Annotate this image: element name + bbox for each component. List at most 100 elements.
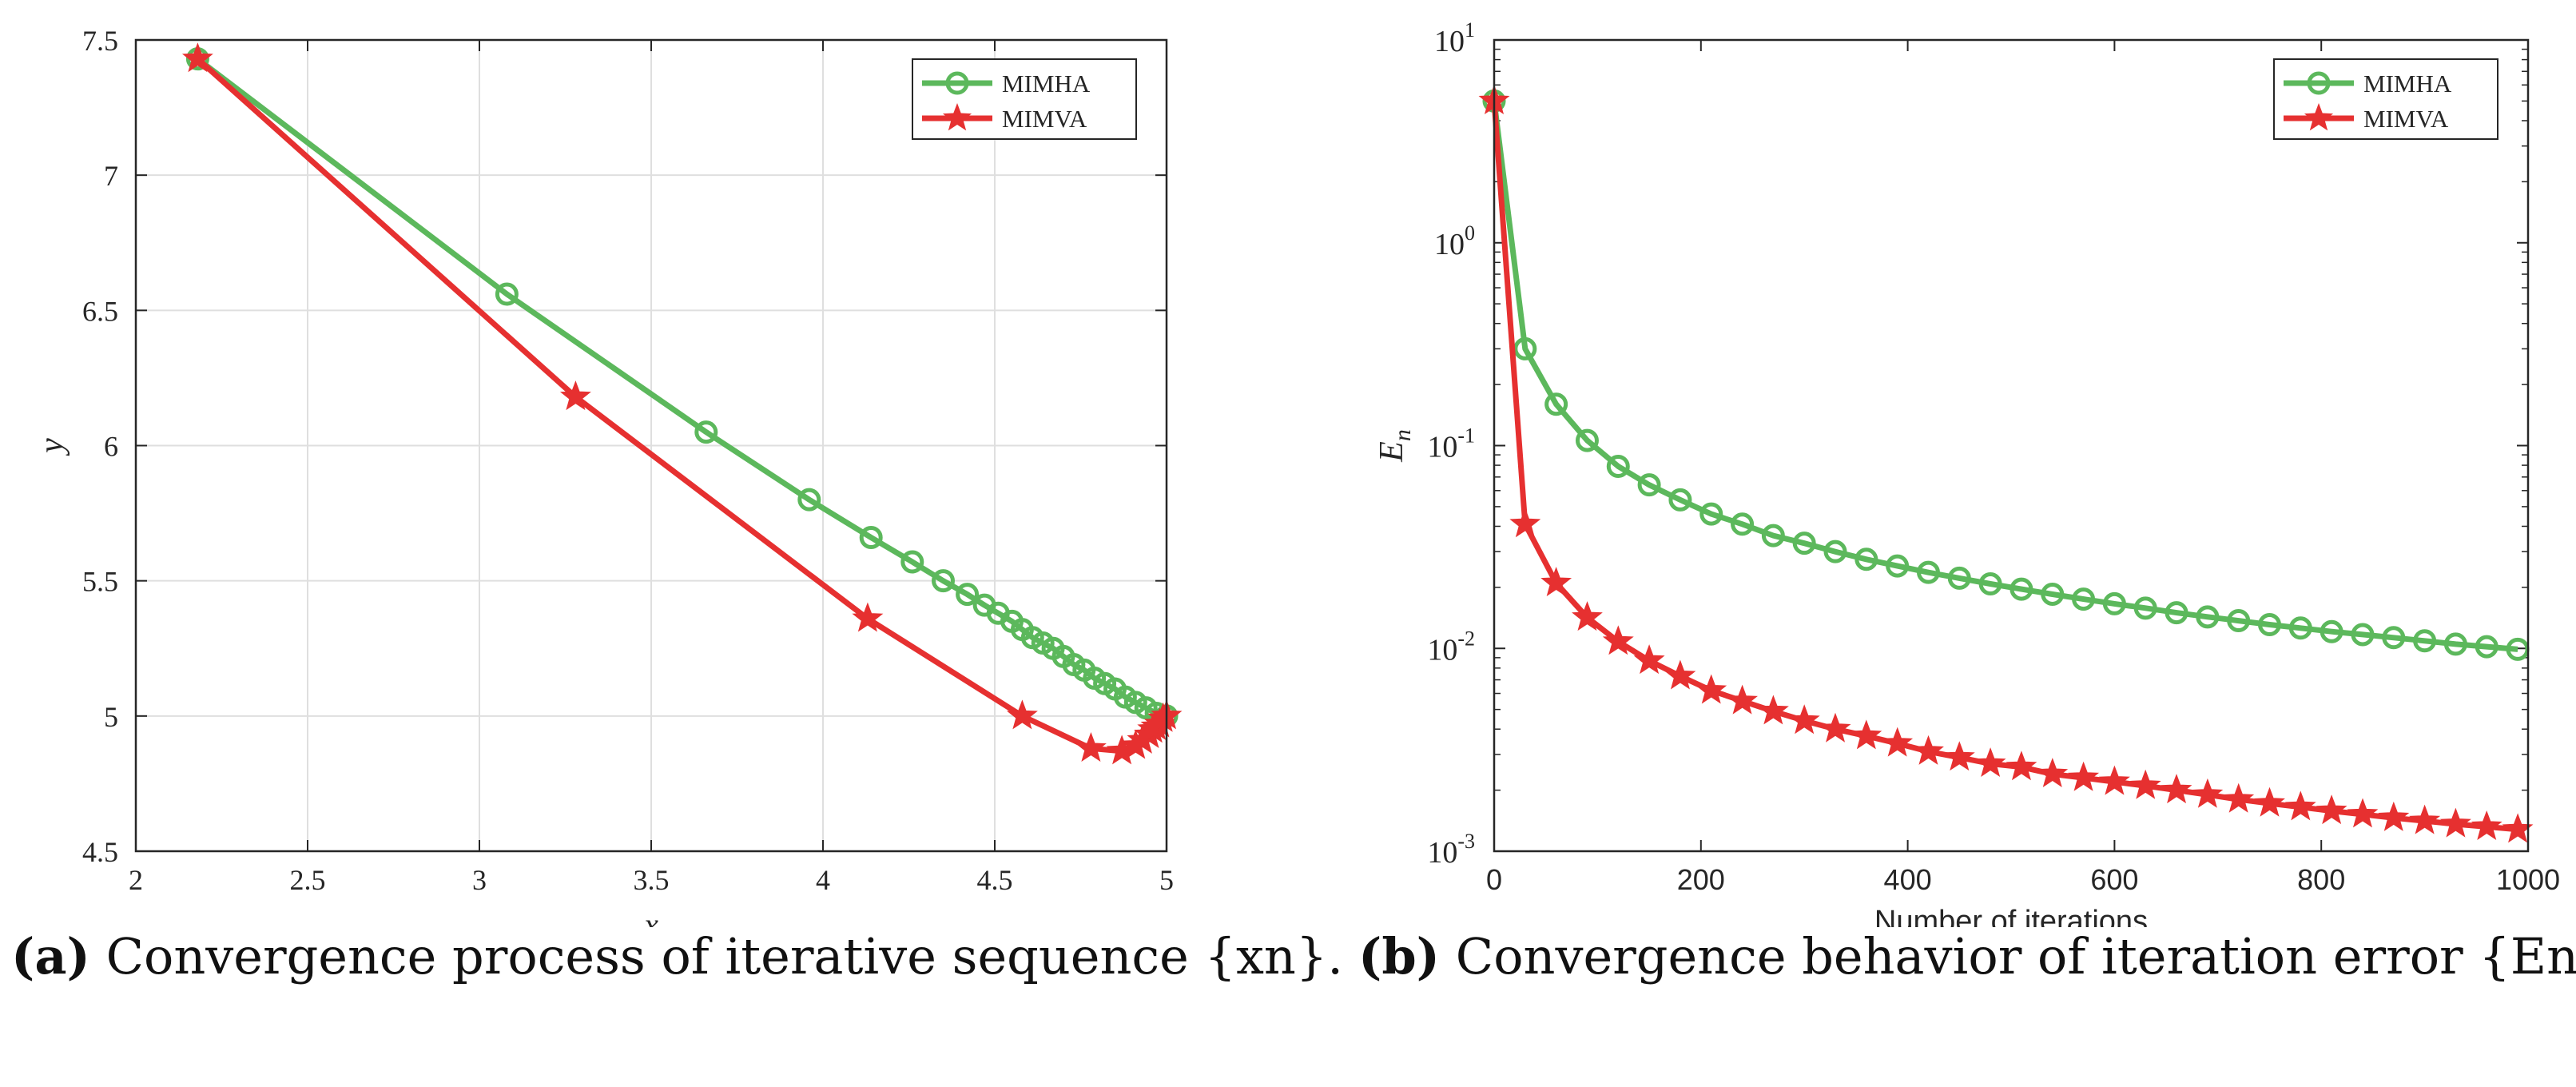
data-point-mimva (852, 602, 884, 632)
data-point-mimha (2165, 601, 2188, 625)
data-point-mimva (2129, 769, 2161, 799)
y-tick-label: 6.5 (82, 295, 118, 327)
axes-frame (1493, 38, 2530, 853)
caption-b-label: (b) (1358, 927, 1441, 985)
data-point-mimva (2223, 782, 2255, 813)
x-tick-label: 4.5 (977, 864, 1013, 896)
data-point-mimva (2347, 798, 2379, 828)
data-point-mimva (2471, 810, 2502, 840)
caption-b-text: Convergence behavior of iteration error … (1455, 927, 2576, 985)
y-tick-label: 5.5 (82, 566, 118, 598)
data-point-mimha (859, 526, 883, 550)
legend: MIMHA MIMVA (2273, 58, 2498, 140)
data-point-mimha (1731, 512, 1755, 536)
x-tick-label: 0 (1486, 863, 1502, 896)
legend-label-mimha: MIMHA (2363, 70, 2452, 98)
y-tick-label: 10-1 (1427, 424, 1475, 464)
y-tick-label: 4.5 (82, 836, 118, 868)
data-point-mimha (2072, 587, 2096, 611)
data-point-mimva (1075, 731, 1107, 762)
data-point-mimva (1788, 704, 1820, 735)
y-axis-label: En (1373, 429, 1416, 463)
y-tick-label: 7.5 (82, 25, 118, 57)
data-point-mimha (2288, 616, 2312, 640)
data-point-mimha (1668, 488, 1692, 512)
data-point-mimha (1513, 336, 1537, 360)
data-point-mimha (2102, 591, 2126, 615)
y-tick-label: 10-3 (1427, 830, 1475, 870)
x-tick-label: 400 (1884, 863, 1932, 896)
data-point-mimha (2351, 623, 2375, 647)
data-point-mimha (900, 550, 924, 574)
data-point-mimva (2316, 794, 2347, 825)
legend-label-mimha: MIMHA (1002, 70, 1091, 98)
y-tick-exponent: -3 (1457, 830, 1475, 853)
data-point-mimha (1699, 502, 1723, 526)
data-point-mimva (181, 42, 213, 73)
data-point-mimha (1606, 454, 1630, 478)
data-point-mimva (2037, 758, 2069, 788)
data-point-mimha (2320, 619, 2343, 643)
data-point-mimha (2475, 635, 2498, 659)
data-point-mimva (1819, 712, 1851, 743)
series-line-mimva (1491, 101, 2518, 833)
data-point-mimha (2133, 596, 2157, 620)
data-point-mimva (1664, 659, 1696, 690)
x-tick-label: 2 (129, 864, 143, 896)
data-point-mimva (2161, 774, 2192, 804)
data-point-mimha (2196, 605, 2220, 629)
data-point-mimva (1913, 735, 1944, 765)
legend-marker-star (942, 103, 972, 131)
data-point-mimha (1792, 532, 1816, 555)
data-point-mimha (2413, 629, 2437, 653)
y-axis-label: y (34, 438, 70, 456)
y-tick-exponent: 0 (1465, 221, 1475, 245)
x-tick-label: 5 (1159, 864, 1174, 896)
y-axis-label-subscript: n (1389, 429, 1416, 441)
data-point-mimva (2068, 761, 2100, 791)
caption-a-label: (a) (11, 927, 90, 985)
legend-marker-circle (2307, 71, 2331, 95)
data-point-mimha (1947, 566, 1971, 590)
data-point-mimha (2010, 577, 2033, 601)
series-mimva (1478, 84, 2534, 843)
y-tick-label: 6 (104, 431, 118, 463)
data-point-mimva (1633, 644, 1665, 675)
x-tick-label: 600 (2090, 863, 2138, 896)
caption-a-text: Convergence process of iterative sequenc… (105, 927, 1344, 985)
figure: 2 2.5 3 3.5 4 4.5 5 4.5 5 5.5 6 6.5 7 7.5 x y MIMHA MIMVA… (34, 18, 2560, 927)
data-point-mimha (2258, 612, 2281, 636)
data-point-mimva (1943, 741, 1975, 771)
x-tick-label: 200 (1677, 863, 1725, 896)
data-point-mimva (2439, 807, 2471, 838)
data-point-mimva (1540, 567, 1572, 597)
data-point-mimha (1575, 428, 1599, 452)
data-point-mimva (1974, 747, 2006, 778)
data-point-mimva (1695, 674, 1727, 704)
data-point-mimha (932, 569, 955, 593)
axes-frame (134, 38, 1168, 853)
y-tick-exponent: 1 (1465, 18, 1475, 42)
data-point-mimva (2409, 804, 2441, 834)
data-point-mimha (1886, 554, 1910, 578)
data-point-mimva (2284, 790, 2316, 821)
x-tick-label: 3 (472, 864, 487, 896)
x-tick-label: 1000 (2496, 863, 2560, 896)
data-point-mimha (1761, 524, 1785, 547)
data-point-mimva (1509, 508, 1541, 538)
data-point-mimha (2382, 626, 2406, 650)
y-tick-exponent: -1 (1457, 424, 1475, 448)
legend: MIMHA MIMVA (912, 58, 1137, 140)
chart-panel-a: 2 2.5 3 3.5 4 4.5 5 4.5 5 5.5 6 6.5 7 7.5 x y MIMHA MIMVA (34, 25, 1183, 927)
y-tick-label: 100 (1434, 221, 1475, 261)
data-point-mimva (2378, 801, 2410, 831)
data-point-mimha (694, 420, 718, 444)
x-tick-label: 3.5 (634, 864, 670, 896)
data-point-mimva (559, 380, 591, 411)
data-point-mimha (1916, 560, 1940, 584)
data-point-mimva (2254, 786, 2285, 817)
data-point-mimva (1882, 727, 1914, 757)
caption-b: (b) Convergence behavior of iteration er… (1358, 927, 2576, 985)
data-point-mimva (1727, 684, 1758, 715)
data-point-mimha (797, 488, 821, 512)
